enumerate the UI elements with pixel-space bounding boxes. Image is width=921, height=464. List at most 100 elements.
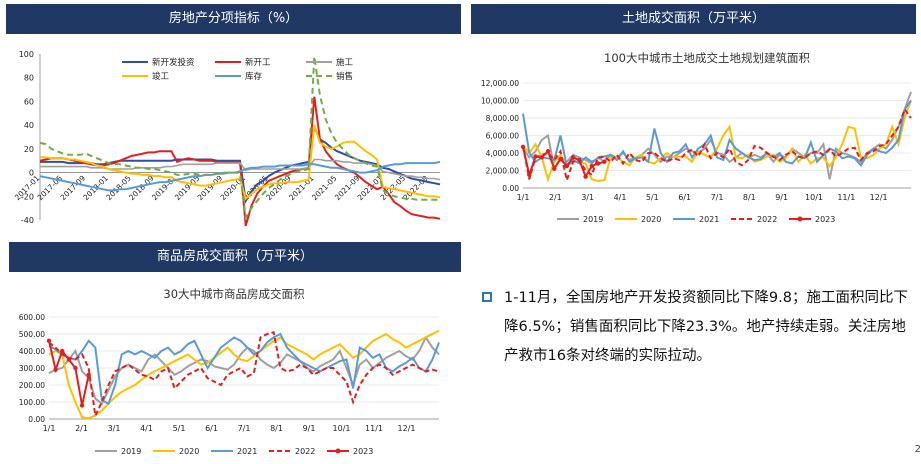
chart-real-estate-indicators: -40 -20 0 20 40 60 80 100 2017-01 2017-05 2017-09 2… (0, 40, 461, 240)
x-tick-label-10: 11/1 (365, 424, 383, 433)
legend-marker-4 (797, 216, 803, 222)
y-tick-label-0: 0 (29, 169, 34, 178)
y-tick-label-3: 300.00 (19, 364, 45, 373)
y-tick-label-1: 100.00 (19, 398, 45, 407)
series-point-2023-0 (520, 144, 526, 150)
y-tick-label-6: 12,000.00 (481, 79, 519, 88)
x-tick-label-5: 6/1 (678, 193, 691, 202)
legend-label-1: 新开工 (245, 57, 271, 68)
legend-label-4: 库存 (245, 71, 263, 82)
series-point-2023-0 (46, 338, 52, 343)
series-line-x-1 (39, 96, 441, 227)
legend-label-1: 2020 (641, 215, 661, 224)
series-point-2023-10 (583, 174, 588, 179)
series-point-2023-9 (577, 157, 582, 163)
legend-label-5: 销售 (336, 71, 353, 82)
series-point-2023-5 (79, 403, 85, 408)
legend-label-4: 2023 (353, 447, 373, 456)
series-point-2023-12 (595, 161, 601, 166)
y-tick-label-3: 6,000.00 (486, 132, 520, 141)
x-tick-label-0: 1/1 (517, 193, 530, 202)
chart-land-transaction: 100大中城市土地成交土地规划建筑面积 0.00 2,000.00 4,000.00 6… (471, 40, 916, 235)
series-point-2023-4 (73, 365, 78, 371)
series-point-2023-1 (527, 172, 532, 178)
header-commodity-housing: 商品房成交面积（万平米） (9, 242, 461, 272)
series-line-x-5 (39, 56, 440, 221)
y-tick-label-0: 0.00 (28, 415, 45, 424)
series-line-2020 (48, 329, 440, 420)
legend-label-3: 竣工 (152, 71, 170, 82)
y-tick-label-2: 200.00 (19, 381, 45, 390)
series-line-x-0 (40, 124, 441, 204)
series-point-2023-5 (552, 166, 557, 171)
series-line-2019 (48, 335, 440, 406)
y-tick-label-80: 80 (24, 74, 34, 83)
x-tick-label-2: 3/1 (108, 424, 121, 433)
y-tick-label-0: 0.00 (502, 184, 519, 193)
series-point-2023-6 (86, 372, 91, 377)
y-tick-label-5: 500.00 (19, 330, 45, 339)
series-point-2023-4 (545, 149, 551, 154)
x-tick-label-9: 10/1 (333, 424, 351, 433)
header-land-transaction: 土地成交面积（万平米） (471, 4, 916, 34)
square-bullet-icon (482, 292, 492, 302)
x-tick-label-1: 2/1 (549, 193, 562, 202)
chart-title: 100大中城市土地成交土地规划建筑面积 (604, 51, 810, 65)
series-point-2023-13 (602, 159, 607, 164)
legend-label-3: 2022 (295, 447, 315, 456)
series-point-2023-1 (53, 367, 58, 372)
x-tick-label-3: 4/1 (614, 193, 627, 202)
x-tick-label-7: 8/1 (743, 193, 756, 202)
x-tick-label-6: 7/1 (238, 424, 251, 433)
header-real-estate-indicators: 房地产分项指标（%） (6, 4, 461, 34)
series-point-2023-11 (589, 163, 595, 169)
page-number: 2 (914, 444, 921, 455)
chart-title: 30大中城市商品房成交面积 (163, 287, 305, 301)
series-line-2022 (522, 107, 912, 184)
series-line-2022 (48, 331, 440, 419)
x-tick-label-8: 9/1 (775, 193, 788, 202)
y-tick-label-4: 8,000.00 (486, 114, 520, 123)
x-tick-label-7: 8/1 (270, 424, 283, 433)
x-tick-label-2: 3/1 (581, 193, 594, 202)
series-line-x-4 (39, 160, 441, 192)
x-tick-label-9: 10/1 (805, 193, 823, 202)
y-tick-label-6: 600.00 (19, 313, 45, 322)
series-point-2023-7 (564, 163, 570, 169)
x-tick-label-3: 4/1 (140, 424, 153, 433)
series-point-2023-3 (66, 357, 72, 362)
y-tick-label-100: 100 (19, 50, 34, 59)
x-tick-label-8: 9/1 (303, 424, 316, 433)
y-tick-label-4: 400.00 (19, 347, 45, 356)
summary-text: 1-11月，全国房地产开发投资额同比下降9.8；施工面积同比下降6.5%；销售面… (504, 290, 908, 364)
legend-label-2: 施工 (336, 57, 354, 68)
y-tick-label-60: 60 (24, 97, 34, 106)
x-tick-label-4: 5/1 (173, 424, 186, 433)
series-line-2020 (522, 100, 912, 183)
legend-marker-4 (335, 448, 341, 454)
series-line-2021 (48, 332, 440, 406)
summary-text-block: 1-11月，全国房地产开发投资额同比下降9.8；施工面积同比下降6.5%；销售面… (482, 284, 916, 371)
series-point-2023-6 (558, 156, 563, 162)
chart-commodity-housing: 30大中城市商品房成交面积 0.00 100.00 200.00 300.00 400.0… (9, 280, 461, 460)
y-tick-label-20: 20 (24, 145, 34, 154)
y-tick-label-1: 2,000.00 (486, 167, 520, 176)
legend-label-0: 2019 (121, 447, 141, 456)
x-tick-label-10: 11/1 (837, 193, 855, 202)
x-tick-label-11: 12/1 (398, 424, 416, 433)
series-point-2023-3 (539, 155, 544, 160)
legend-label-4: 2023 (815, 215, 835, 224)
series-point-2023-2 (60, 348, 65, 354)
legend-label-0: 2019 (583, 215, 603, 224)
legend-label-1: 2020 (179, 447, 199, 456)
legend-label-3: 2022 (757, 215, 777, 224)
series-point-2023-8 (570, 155, 576, 160)
y-tick-label-40: 40 (24, 121, 34, 130)
y-tick-label-5: 10,000.00 (481, 97, 519, 106)
x-tick-label-0: 1/1 (43, 424, 56, 433)
x-tick-label-4: 5/1 (646, 193, 659, 202)
legend-label-2: 2021 (237, 447, 257, 456)
legend-label-0: 新开发投资 (152, 57, 195, 68)
series-point-2023-2 (533, 154, 538, 159)
x-tick-label-11: 12/1 (870, 193, 888, 202)
